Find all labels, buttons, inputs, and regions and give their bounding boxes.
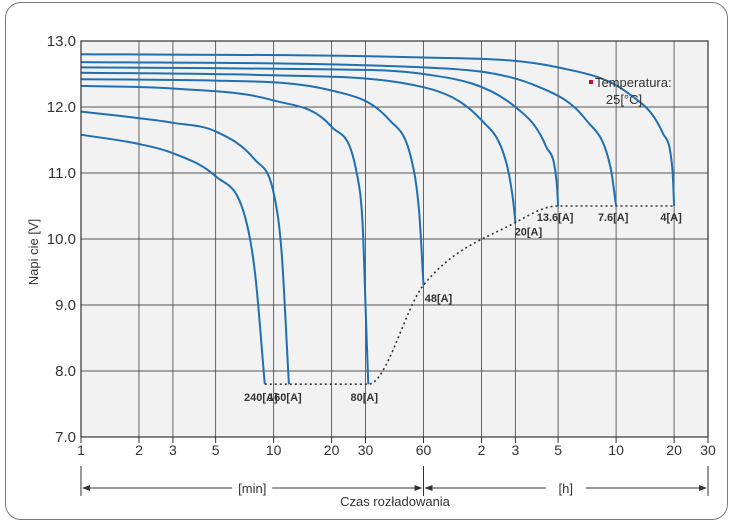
x-tick-label: 10 (266, 442, 282, 458)
legend: Temperatura: 25[°C] (589, 75, 672, 107)
x-tick-label: 1 (77, 442, 85, 458)
curve-label-240a: 240[A] (244, 392, 278, 404)
y-tick-label: 7.0 (55, 429, 76, 446)
unit-ranges: [min] [h] (80, 466, 709, 497)
range-label: [min] (238, 481, 266, 496)
x-tick-label: 5 (554, 442, 562, 458)
range-label: [h] (559, 481, 573, 496)
y-tick-label: 13.0 (47, 33, 76, 50)
arrow-left-head (82, 485, 90, 491)
y-tick-label: 8.0 (55, 363, 76, 380)
y-tick-label: 10.0 (47, 231, 76, 248)
curve-80a (80, 84, 370, 385)
curve-label-80a: 80[A] (350, 392, 378, 404)
x-tick-label: 60 (416, 442, 432, 458)
curve-label-4a: 4[A] (660, 212, 682, 224)
x-axis-title: Czas rozładowania (340, 494, 451, 509)
curve-20a (80, 71, 517, 223)
x-tick-label: 20 (666, 442, 682, 458)
x-tick-label: 2 (478, 442, 486, 458)
x-tick-label: 3 (511, 442, 519, 458)
curve-label-160a: 160[A] (268, 392, 302, 404)
x-tick-label: 10 (608, 442, 624, 458)
y-tick-label: 9.0 (55, 297, 76, 314)
x-tick-label: 2 (135, 442, 143, 458)
x-tick-labels: 1 2 3 5 10 20 30 60 2 3 5 10 20 30 (77, 442, 716, 458)
y-tick-labels: 7.0 8.0 9.0 10.0 11.0 12.0 13.0 (47, 33, 76, 446)
x-tick-label: 5 (212, 442, 220, 458)
curve-label-7-6a: 7.6[A] (598, 212, 629, 224)
x-tick-label: 20 (324, 442, 340, 458)
legend-marker (589, 80, 593, 84)
range-label-bg (545, 479, 586, 497)
curve-7-6a (80, 61, 618, 207)
x-tick-label: 30 (358, 442, 374, 458)
discharge-curves (80, 53, 676, 385)
y-tick-label: 11.0 (48, 165, 76, 182)
x-tick-label: 3 (169, 442, 177, 458)
plot-frame (80, 40, 709, 438)
curve-160a (80, 110, 290, 385)
range-label-bg (232, 479, 273, 497)
x-tick-label: 30 (700, 442, 716, 458)
y-axis-title: Napi cie [V] (26, 219, 41, 285)
curve-48a (80, 78, 425, 286)
curve-240a (80, 133, 266, 385)
curve-13-6a (80, 66, 560, 207)
arrow-right-head (699, 485, 707, 491)
arrow-right-head (414, 485, 423, 491)
curve-label-13-6a: 13.6[A] (537, 212, 574, 224)
legend-line-2: 25[°C] (606, 92, 642, 107)
cutoff-voltage-line (264, 205, 675, 386)
curve-label-48a: 48[A] (425, 293, 453, 305)
curve-labels: 240[A]160[A] 80[A] 48[A] 20[A] 13.6[A] 7.6[A]… (244, 212, 682, 404)
curve-4a (80, 53, 676, 207)
arrow-left-head (424, 485, 433, 491)
y-tick-label: 12.0 (47, 99, 76, 116)
curve-label-20a: 20[A] (515, 227, 543, 239)
legend-line-1: Temperatura: (595, 75, 672, 90)
